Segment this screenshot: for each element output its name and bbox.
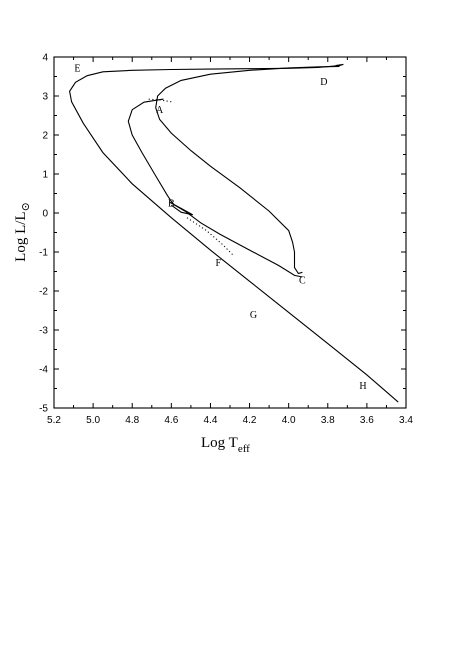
y-tick-label: 0 [42,209,48,220]
y-tick-label: -5 [39,404,48,415]
x-axis-title-sub: eff [238,443,250,455]
x-tick-label: 4.0 [282,415,296,426]
x-tick-label: 4.8 [125,415,139,426]
x-axis-title-main: Log T [201,435,238,451]
x-axis-title: Log Teff [201,435,250,455]
y-tick-label: 3 [42,92,48,103]
x-tick-label: 5.0 [86,415,100,426]
point-label-c: C [299,276,306,287]
point-label-d: D [320,77,327,88]
x-tick-label: 3.6 [360,415,374,426]
y-tick-label: -1 [39,248,48,259]
y-tick-label: -4 [39,365,48,376]
point-label-g: G [250,310,257,321]
plot-frame [53,56,407,409]
point-labels: A B C D E F G H [74,63,366,391]
y-tick-label: -3 [39,326,48,337]
track-line-3 [127,98,303,278]
point-label-b: B [168,198,175,209]
track-line-1 [69,63,399,403]
point-label-a: A [156,105,164,116]
y-tick-label: -2 [39,287,48,298]
x-tick-label: 4.4 [203,415,217,426]
point-label-f: F [215,258,221,269]
y-tick-label: 2 [42,131,48,142]
x-tick-labels: 5.2 5.0 4.8 4.6 4.4 4.2 4.0 3.8 3.6 3.4 [47,415,413,426]
x-tick-label: 4.2 [243,415,257,426]
axis-ticks [53,56,407,409]
evolution-tracks [69,63,399,403]
x-tick-label: 3.4 [399,415,413,426]
y-axis-title-main: Log L/L [13,211,29,261]
y-tick-label: 4 [42,53,48,64]
point-label-h: H [359,381,366,392]
x-tick-label: 5.2 [47,415,61,426]
track-line-6 [186,217,235,257]
y-axis-title-symbol: ⊙ [20,202,32,211]
track-line-4 [169,201,194,216]
track-line-2 [155,65,340,275]
x-tick-label: 3.8 [321,415,335,426]
y-axis-title: Log L/L⊙ [13,202,32,262]
x-tick-label: 4.6 [164,415,178,426]
track-line-5 [147,98,172,103]
y-tick-labels: 4 3 2 1 0 -1 -2 -3 -4 -5 [39,53,48,415]
y-tick-label: 1 [42,170,48,181]
point-label-e: E [74,63,80,74]
